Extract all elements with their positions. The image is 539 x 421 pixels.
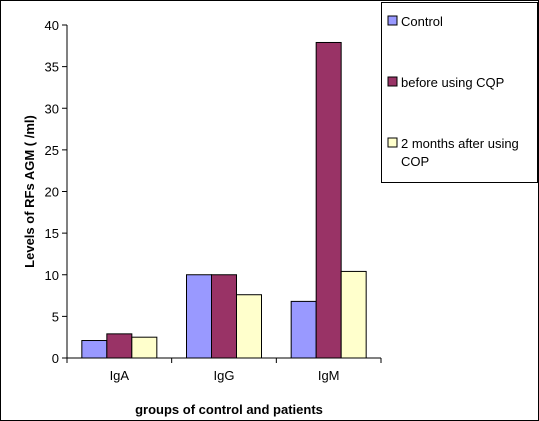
- bars: [81, 41, 367, 359]
- bar: [340, 270, 367, 359]
- legend-swatch: [387, 137, 398, 148]
- legend-label: before using CQP: [401, 75, 504, 90]
- legend-swatch: [387, 76, 398, 87]
- y-axis-ticks: 0 5 10 15 20 25 30 35 40: [45, 18, 67, 366]
- bar: [106, 333, 133, 359]
- y-axis-title: Levels of RFs AGM ( /ml): [22, 115, 37, 268]
- bar: [290, 300, 317, 359]
- bar: [236, 294, 262, 359]
- bar: [81, 340, 108, 359]
- x-tick-label: IgA: [110, 368, 130, 383]
- y-tick-label: 10: [45, 268, 59, 283]
- bar: [211, 274, 237, 359]
- legend-label: Control: [401, 14, 443, 29]
- x-axis-title: groups of control and patients: [135, 402, 323, 417]
- y-tick-label: 35: [45, 60, 59, 75]
- x-tick-label: IgM: [318, 368, 340, 383]
- legend: Control before using CQP 2 months after us…: [381, 2, 538, 183]
- x-axis-ticks: IgA IgG IgM: [66, 358, 382, 383]
- y-tick-label: 30: [45, 101, 59, 116]
- y-tick-label: 25: [45, 143, 59, 158]
- bar: [131, 336, 158, 359]
- bar: [186, 274, 212, 359]
- y-tick-label: 0: [52, 351, 59, 366]
- y-tick-label: 15: [45, 226, 59, 241]
- y-tick-label: 5: [52, 309, 59, 324]
- legend-swatch: [387, 15, 398, 26]
- y-tick-label: 40: [45, 18, 59, 33]
- x-tick-label: IgG: [214, 368, 235, 383]
- bar: [315, 41, 342, 359]
- y-tick-label: 20: [45, 185, 59, 200]
- legend-label: 2 months after using COP: [401, 136, 519, 169]
- legend-box: [381, 2, 538, 183]
